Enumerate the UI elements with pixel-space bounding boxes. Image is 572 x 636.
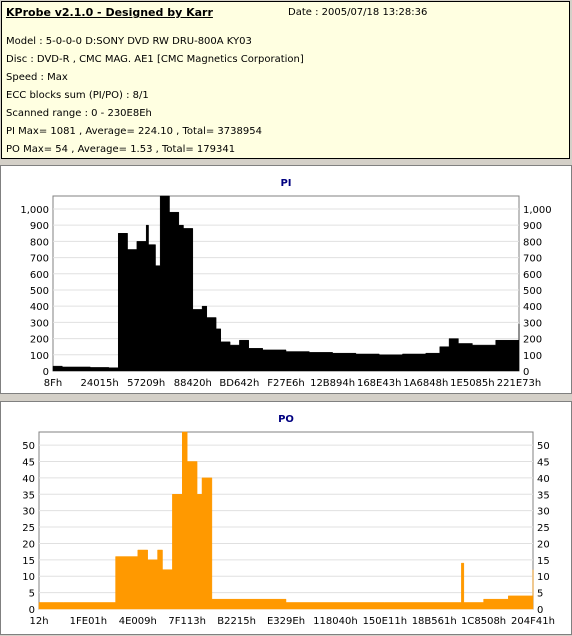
po-summary-line: PO Max= 54 , Average= 1.53 , Total= 1793… xyxy=(6,144,236,155)
pi-xtick: BD642h xyxy=(219,378,259,389)
po-ytick-left: 30 xyxy=(22,507,35,518)
po-ytick-right: 25 xyxy=(537,523,550,534)
pi-xtick: 57209h xyxy=(127,378,165,389)
pi-ytick-left: 100 xyxy=(30,351,49,362)
info-panel: KProbe v2.1.0 - Designed by Karr Date : … xyxy=(1,1,570,159)
po-xtick: B2215h xyxy=(217,616,256,627)
po-series xyxy=(38,431,534,610)
po-xtick: 18B561h xyxy=(412,616,457,627)
pi-ytick-left: 500 xyxy=(30,286,49,297)
pi-ytick-right: 400 xyxy=(523,302,542,313)
ecc-line: ECC blocks sum (PI/PO) : 8/1 xyxy=(6,90,149,101)
po-ytick-right: 5 xyxy=(537,589,543,600)
pi-ytick-right: 100 xyxy=(523,351,542,362)
po-ytick-left: 50 xyxy=(22,441,35,452)
po-xtick: 4E009h xyxy=(119,616,157,627)
pi-ytick-left: 0 xyxy=(43,367,49,378)
po-ytick-right: 45 xyxy=(537,458,550,469)
pi-ytick-left: 200 xyxy=(30,335,49,346)
po-xtick: 12h xyxy=(29,616,48,627)
pi-ytick-right: 300 xyxy=(523,318,542,329)
po-chart: PO 0 0 5 5 10 10 15 15 20 20 25 25 30 30 35 35 40 40 45 45 50… xyxy=(22,414,555,627)
pi-ytick-right: 1,000 xyxy=(523,205,552,216)
pi-ytick-right: 0 xyxy=(523,367,529,378)
po-xtick: 7F113h xyxy=(168,616,206,627)
po-ytick-right: 35 xyxy=(537,490,550,501)
pi-xtick: 1E5085h xyxy=(450,378,494,389)
scanned-range-line: Scanned range : 0 - 230E8Eh xyxy=(6,108,152,119)
pi-ytick-right: 800 xyxy=(523,237,542,248)
po-ytick-right: 20 xyxy=(537,539,550,550)
pi-ytick-left: 800 xyxy=(30,237,49,248)
po-ytick-right: 15 xyxy=(537,556,550,567)
po-ytick-left: 10 xyxy=(22,572,35,583)
model-line: Model : 5-0-0-0 D:SONY DVD RW DRU-800A K… xyxy=(6,36,252,47)
po-ytick-left: 5 xyxy=(29,589,35,600)
po-ytick-right: 50 xyxy=(537,441,550,452)
pi-ytick-right: 500 xyxy=(523,286,542,297)
pi-xtick: 221E73h xyxy=(497,378,541,389)
pi-ytick-right: 700 xyxy=(523,254,542,265)
pi-xtick: 8Fh xyxy=(44,378,62,389)
po-chart-title: PO xyxy=(278,414,294,425)
pi-ytick-right: 600 xyxy=(523,270,542,281)
po-ytick-left: 45 xyxy=(22,458,35,469)
pi-ytick-left: 1,000 xyxy=(20,205,49,216)
pi-chart: PI 0 0 100 100 200 200 300 300 400 400 500 500 600 600… xyxy=(20,178,552,389)
scan-date: Date : 2005/07/18 13:28:36 xyxy=(288,7,428,18)
po-chart-panel: PO 0 0 5 5 10 10 15 15 20 20 25 25 30 30 35 35 40 40 45 45 50… xyxy=(0,401,572,635)
po-ytick-left: 35 xyxy=(22,490,35,501)
po-ytick-left: 0 xyxy=(29,605,35,616)
pi-xtick: F27E6h xyxy=(267,378,305,389)
pi-summary-line: PI Max= 1081 , Average= 224.10 , Total= … xyxy=(6,126,262,137)
po-ytick-right: 0 xyxy=(537,605,543,616)
pi-ytick-left: 700 xyxy=(30,254,49,265)
speed-line: Speed : Max xyxy=(6,72,68,83)
pi-series xyxy=(52,195,520,372)
po-ytick-left: 20 xyxy=(22,539,35,550)
po-xtick: 1C8508h xyxy=(461,616,506,627)
po-ytick-left: 15 xyxy=(22,556,35,567)
po-ytick-left: 40 xyxy=(22,474,35,485)
po-ytick-right: 10 xyxy=(537,572,550,583)
pi-ytick-left: 400 xyxy=(30,302,49,313)
po-ytick-right: 40 xyxy=(537,474,550,485)
po-plot-area xyxy=(38,431,534,610)
pi-chart-title: PI xyxy=(280,178,291,189)
pi-xtick: 12B894h xyxy=(310,378,355,389)
pi-ytick-right: 900 xyxy=(523,221,542,232)
app-title: KProbe v2.1.0 - Designed by Karr xyxy=(6,6,213,19)
po-ytick-right: 30 xyxy=(537,507,550,518)
po-xtick: 204F41h xyxy=(511,616,555,627)
pi-ytick-right: 200 xyxy=(523,335,542,346)
po-xtick: 1FE01h xyxy=(70,616,108,627)
pi-xtick: 24015h xyxy=(81,378,119,389)
disc-line: Disc : DVD-R , CMC MAG. AE1 [CMC Magneti… xyxy=(6,54,304,65)
po-xtick: 118040h xyxy=(313,616,358,627)
po-ytick-left: 25 xyxy=(22,523,35,534)
pi-ytick-left: 600 xyxy=(30,270,49,281)
pi-xtick: 88420h xyxy=(174,378,212,389)
pi-chart-panel: PI 0 0 100 100 200 200 300 300 400 400 500 500 600 600… xyxy=(0,165,572,394)
po-xtick: 150E11h xyxy=(363,616,407,627)
po-xtick: E329Eh xyxy=(267,616,305,627)
pi-ytick-left: 900 xyxy=(30,221,49,232)
pi-xtick: 168E43h xyxy=(357,378,401,389)
pi-xtick: 1A6848h xyxy=(403,378,448,389)
pi-ytick-left: 300 xyxy=(30,318,49,329)
